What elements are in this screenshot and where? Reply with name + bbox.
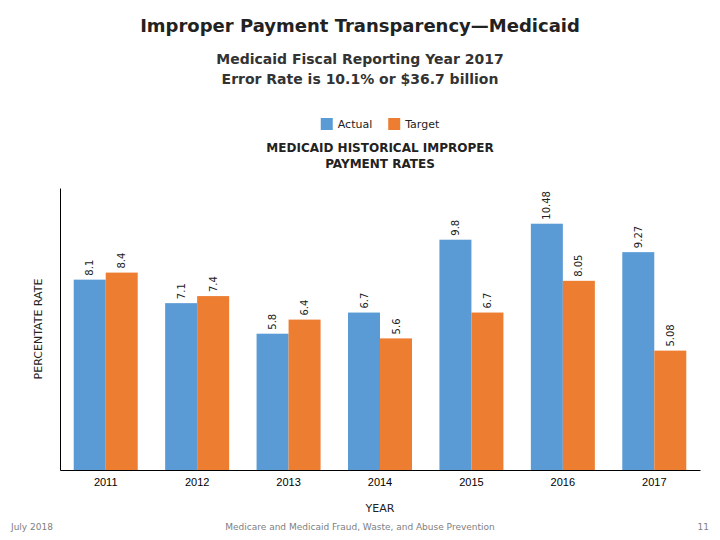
legend-item: Target xyxy=(388,118,440,131)
chart-svg: Improper Payment Transparency—Medicaid Me… xyxy=(0,0,720,540)
bar xyxy=(289,320,321,470)
x-tick: 2014 xyxy=(368,470,392,488)
x-tick-label: 2012 xyxy=(185,476,209,488)
bar xyxy=(531,224,563,470)
chart-title-line: PAYMENT RATES xyxy=(325,157,435,171)
data-label: 10.48 xyxy=(541,191,552,220)
data-label: 9.27 xyxy=(633,226,644,248)
x-tick-label: 2016 xyxy=(551,476,575,488)
x-tick: 2016 xyxy=(551,470,575,488)
page-subtitle-line: Medicaid Fiscal Reporting Year 2017 xyxy=(216,51,504,67)
data-label: 7.1 xyxy=(176,283,187,299)
data-label: 6.7 xyxy=(359,293,370,309)
bar xyxy=(106,273,138,470)
footer-text: Medicare and Medicaid Fraud, Waste, and … xyxy=(225,522,495,532)
x-axis-title: YEAR xyxy=(365,502,395,515)
bar xyxy=(654,351,686,470)
y-axis-title: PERCENTATE RATE xyxy=(32,279,45,380)
bar xyxy=(380,338,412,470)
y-axis-line xyxy=(60,189,61,471)
x-tick-label: 2017 xyxy=(642,476,666,488)
data-label: 5.08 xyxy=(665,324,676,346)
bar xyxy=(439,240,471,470)
data-label: 9.8 xyxy=(450,220,461,236)
bar xyxy=(622,252,654,470)
data-label: 5.8 xyxy=(267,314,278,330)
plot: 8.1 7.1 5.8 6.7 9.8 10.48 9.27 8.4 7.4 6.4 5.6 6.7 8… xyxy=(61,189,701,488)
footer-text: July 2018 xyxy=(10,522,53,532)
chart-title: MEDICAID HISTORICAL IMPROPER PAYMENT RATE… xyxy=(266,141,493,171)
page-title: Improper Payment Transparency—Medicaid xyxy=(140,15,580,36)
data-label: 5.6 xyxy=(391,318,402,334)
y-axis xyxy=(60,189,61,471)
x-tick: 2017 xyxy=(642,470,666,488)
x-tick-label: 2014 xyxy=(368,476,392,488)
x-tick: 2012 xyxy=(185,470,209,488)
page-subtitle: Medicaid Fiscal Reporting Year 2017 Error… xyxy=(216,51,504,87)
x-tick: 2011 xyxy=(94,470,118,488)
x-tick: 2013 xyxy=(276,470,300,488)
bar xyxy=(257,334,289,470)
legend: Actual Target xyxy=(321,118,440,131)
legend-label: Actual xyxy=(338,118,372,131)
bar xyxy=(471,313,503,470)
bar xyxy=(74,280,106,470)
data-label: 8.4 xyxy=(116,253,127,269)
x-tick-label: 2015 xyxy=(459,476,483,488)
x-tick: 2015 xyxy=(459,470,483,488)
x-tick-label: 2011 xyxy=(94,476,118,488)
x-axis: 2011 2012 2013 2014 2015 2016 2017 xyxy=(61,470,701,488)
data-label: 8.05 xyxy=(573,255,584,277)
bar xyxy=(165,303,197,470)
bar xyxy=(563,281,595,470)
footer-text: 11 xyxy=(698,522,709,532)
data-labels: 8.1 7.1 5.8 6.7 9.8 10.48 9.27 8.4 7.4 6.4 5.6 6.7 8… xyxy=(84,191,676,347)
legend-swatch xyxy=(321,118,333,130)
page-subtitle-line: Error Rate is 10.1% or $36.7 billion xyxy=(222,71,499,87)
data-label: 7.4 xyxy=(208,276,219,292)
x-axis-line xyxy=(61,470,701,471)
bars xyxy=(74,224,687,470)
data-label: 6.4 xyxy=(299,300,310,316)
x-tick-label: 2013 xyxy=(276,476,300,488)
chart-title-line: MEDICAID HISTORICAL IMPROPER xyxy=(266,141,493,155)
data-label: 8.1 xyxy=(84,260,95,276)
bar xyxy=(348,313,380,470)
bar xyxy=(197,296,229,470)
data-label: 6.7 xyxy=(482,293,493,309)
legend-label: Target xyxy=(404,118,440,131)
legend-swatch xyxy=(388,118,400,130)
legend-item: Actual xyxy=(321,118,372,131)
